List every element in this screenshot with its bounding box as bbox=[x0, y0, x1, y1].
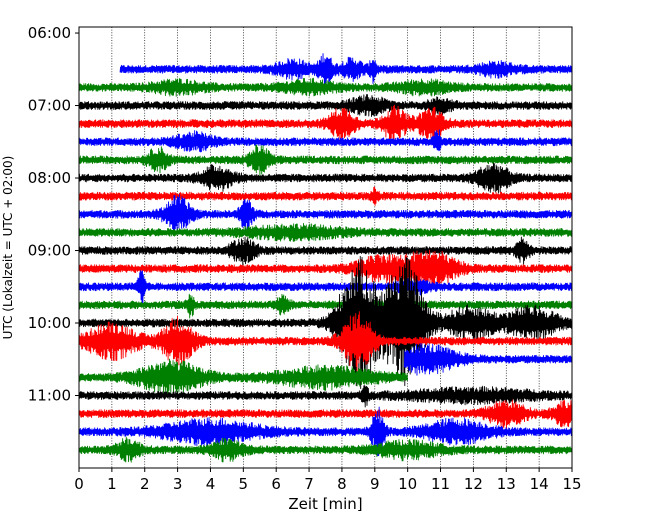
x-tick-label: 1 bbox=[107, 475, 117, 493]
trace-line bbox=[78, 186, 573, 206]
x-tick-label: 14 bbox=[530, 475, 549, 493]
x-tick-label: 2 bbox=[140, 475, 150, 493]
x-tick-label: 6 bbox=[271, 475, 281, 493]
trace-line bbox=[78, 194, 573, 233]
x-tick-label: 3 bbox=[173, 475, 183, 493]
x-tick-label: 4 bbox=[206, 475, 216, 493]
trace-line bbox=[78, 222, 573, 242]
y-tick-label: 07:00 bbox=[28, 97, 71, 115]
trace-line bbox=[119, 53, 573, 89]
x-tick-label: 9 bbox=[370, 475, 380, 493]
x-tick-label: 0 bbox=[74, 475, 84, 493]
trace-line bbox=[78, 436, 573, 463]
trace-line bbox=[78, 385, 573, 408]
seismic-traces bbox=[78, 53, 573, 463]
y-axis-label: UTC (Lokalzeit = UTC + 02:00) bbox=[1, 156, 15, 340]
x-axis-label: Zeit [min] bbox=[288, 495, 362, 513]
trace-line bbox=[78, 293, 573, 319]
trace-line bbox=[78, 311, 573, 372]
x-tick-label: 15 bbox=[562, 475, 581, 493]
trace-line bbox=[78, 129, 573, 153]
x-tick-label: 12 bbox=[464, 475, 483, 493]
trace-line bbox=[78, 104, 573, 143]
x-tick-label: 7 bbox=[304, 475, 314, 493]
trace-line bbox=[78, 94, 573, 117]
trace-line bbox=[78, 162, 573, 194]
x-tick-label: 8 bbox=[337, 475, 347, 493]
y-tick-label: 11:00 bbox=[28, 387, 71, 405]
x-tick-label: 13 bbox=[497, 475, 516, 493]
trace-line bbox=[78, 255, 573, 390]
trace-line bbox=[78, 249, 573, 289]
trace-line bbox=[78, 144, 573, 176]
y-tick-label: 06:00 bbox=[28, 24, 71, 42]
y-axis-ticks: 06:00 07:00 08:00 09:00 10:00 11:00 bbox=[28, 24, 79, 405]
x-tick-label: 11 bbox=[431, 475, 450, 493]
trace-line bbox=[78, 270, 573, 304]
trace-line bbox=[78, 236, 573, 266]
plot-frame bbox=[78, 26, 573, 469]
trace-line bbox=[403, 343, 573, 376]
y-tick-label: 10:00 bbox=[28, 314, 71, 332]
x-axis-ticks: 0 1 2 3 4 5 6 7 8 9 10 11 12 13 14 15 bbox=[74, 468, 582, 493]
x-tick-label: 5 bbox=[239, 475, 249, 493]
trace-line bbox=[78, 406, 573, 457]
y-tick-label: 08:00 bbox=[28, 169, 71, 187]
y-tick-label: 09:00 bbox=[28, 242, 71, 260]
trace-line bbox=[78, 358, 408, 395]
trace-line bbox=[78, 399, 573, 429]
trace-line bbox=[78, 77, 573, 97]
x-tick-label: 10 bbox=[398, 475, 417, 493]
